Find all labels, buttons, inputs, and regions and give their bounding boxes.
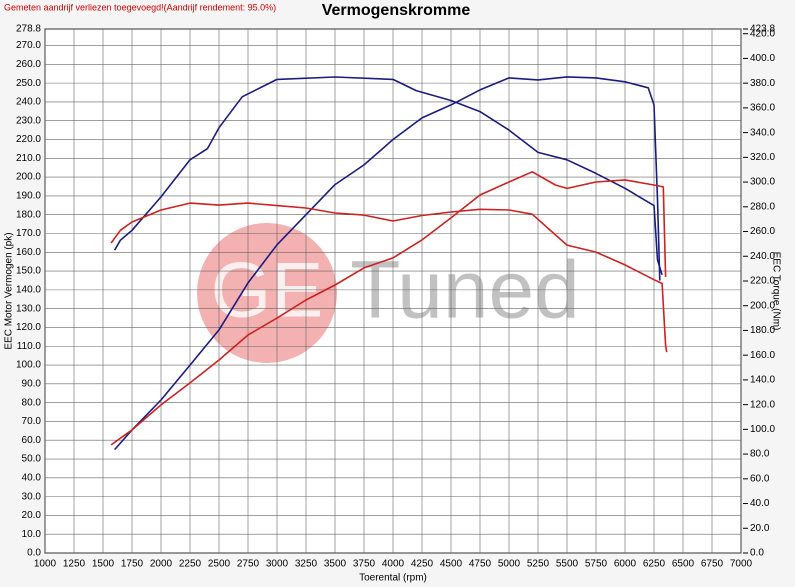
y2-tick-label: 260.0 <box>750 226 775 237</box>
y-tick-label: 180.0 <box>16 209 41 220</box>
y-tick-label: 250.0 <box>16 78 41 89</box>
y-tick-label: 210.0 <box>16 153 41 164</box>
y2-tick-label: 80.0 <box>750 449 770 460</box>
x-tick-label: 1750 <box>121 559 144 570</box>
note: Gemeten aandrijf verliezen toegevoegd!(A… <box>4 2 276 12</box>
series-line <box>110 202 668 353</box>
y-tick-label: 90.0 <box>22 378 42 389</box>
y2-tick-label: 220.0 <box>750 276 775 287</box>
y2-axis-label: EEC Torque (Nm) <box>770 252 781 331</box>
x-tick-label: 6000 <box>614 559 637 570</box>
y2-tick-label: 320.0 <box>750 152 775 163</box>
y-tick-label: 230.0 <box>16 115 41 126</box>
y2-tick-label: 140.0 <box>750 375 775 386</box>
series-line <box>114 76 661 451</box>
y-tick-label: 160.0 <box>16 247 41 258</box>
x-tick-label: 3750 <box>353 559 376 570</box>
y2-tick-label: 120.0 <box>750 399 775 410</box>
y-tick-label: 270.0 <box>16 40 41 51</box>
x-tick-label: 3500 <box>324 559 347 570</box>
chart-title: Vermogenskromme <box>322 2 471 19</box>
y2-tick-label: 40.0 <box>750 498 770 509</box>
y-tick-label: 50.0 <box>22 454 42 465</box>
x-tick-label: 1000 <box>34 559 57 570</box>
x-tick-label: 7000 <box>730 559 753 570</box>
y2-tick-label: 300.0 <box>750 177 775 188</box>
x-tick-label: 5500 <box>556 559 579 570</box>
x-tick-label: 4000 <box>382 559 405 570</box>
x-tick-label: 4250 <box>411 559 434 570</box>
y-tick-label: 240.0 <box>16 97 41 108</box>
y2-tick-label: 0.0 <box>750 548 764 559</box>
x-tick-label: 4500 <box>440 559 463 570</box>
y2-tick-label: 200.0 <box>750 300 775 311</box>
y-tick-label: 10.0 <box>22 529 42 540</box>
y2-tick-label: 20.0 <box>750 523 770 534</box>
x-tick-label: 2000 <box>150 559 173 570</box>
y-tick-label: 260.0 <box>16 59 41 70</box>
x-tick-label: 2250 <box>179 559 202 570</box>
y2-tick-label: 100.0 <box>750 424 775 435</box>
x-tick-label: 6250 <box>643 559 666 570</box>
y2-tick-label: 360.0 <box>750 103 775 114</box>
x-tick-label: 1500 <box>92 559 115 570</box>
y-tick-label: 60.0 <box>22 435 42 446</box>
x-tick-label: 6500 <box>672 559 695 570</box>
x-tick-label: 5000 <box>498 559 521 570</box>
x-tick-label: 5750 <box>585 559 608 570</box>
y-tick-label: 70.0 <box>22 416 42 427</box>
y2-tick-label: 380.0 <box>750 78 775 89</box>
y2-tick-label: 160.0 <box>750 350 775 361</box>
y-tick-label: 150.0 <box>16 266 41 277</box>
y-tick-label: 40.0 <box>22 472 42 483</box>
y-tick-label: 100.0 <box>16 360 41 371</box>
y2-tick-label: 420.0 <box>750 28 775 39</box>
watermark-circle <box>197 223 337 363</box>
y-tick-label: 30.0 <box>22 491 42 502</box>
y-tick-label: 110.0 <box>17 341 42 352</box>
y-tick-label: 220.0 <box>16 134 41 145</box>
x-tick-label: 5250 <box>527 559 550 570</box>
y2-tick-label: 400.0 <box>750 53 775 64</box>
x-tick-label: 3250 <box>295 559 318 570</box>
y2-tick-label: 240.0 <box>750 251 775 262</box>
y-tick-label: 170.0 <box>16 228 41 239</box>
y-tick-label: 20.0 <box>22 510 42 521</box>
x-tick-label: 1250 <box>63 559 86 570</box>
x-tick-label: 2500 <box>208 559 231 570</box>
y-tick-label: 140.0 <box>16 285 41 296</box>
x-axis-label: Toerental (rpm) <box>359 573 427 584</box>
y2-tick-label: 340.0 <box>750 127 775 138</box>
y2-tick-label: 180.0 <box>750 325 775 336</box>
series-line <box>110 171 667 446</box>
x-tick-label: 4750 <box>469 559 492 570</box>
y2-tick-label: 280.0 <box>750 201 775 212</box>
y-tick-label: 80.0 <box>22 397 42 408</box>
x-tick-label: 3000 <box>266 559 289 570</box>
y2-tick-label: 60.0 <box>750 473 770 484</box>
y-axis-label: EEC Motor Vermogen (pk) <box>4 232 15 349</box>
y-tick-label: 190.0 <box>16 191 41 202</box>
x-tick-label: 2750 <box>237 559 260 570</box>
y2-tick-label: 423.8 <box>750 24 775 35</box>
y-tick-label: 120.0 <box>16 322 41 333</box>
x-tick-label: 6750 <box>701 559 724 570</box>
y-tick-label: 278.8 <box>16 24 41 35</box>
y-tick-label: 130.0 <box>16 303 41 314</box>
y-tick-label: 0.0 <box>27 548 41 559</box>
y-tick-label: 200.0 <box>16 172 41 183</box>
